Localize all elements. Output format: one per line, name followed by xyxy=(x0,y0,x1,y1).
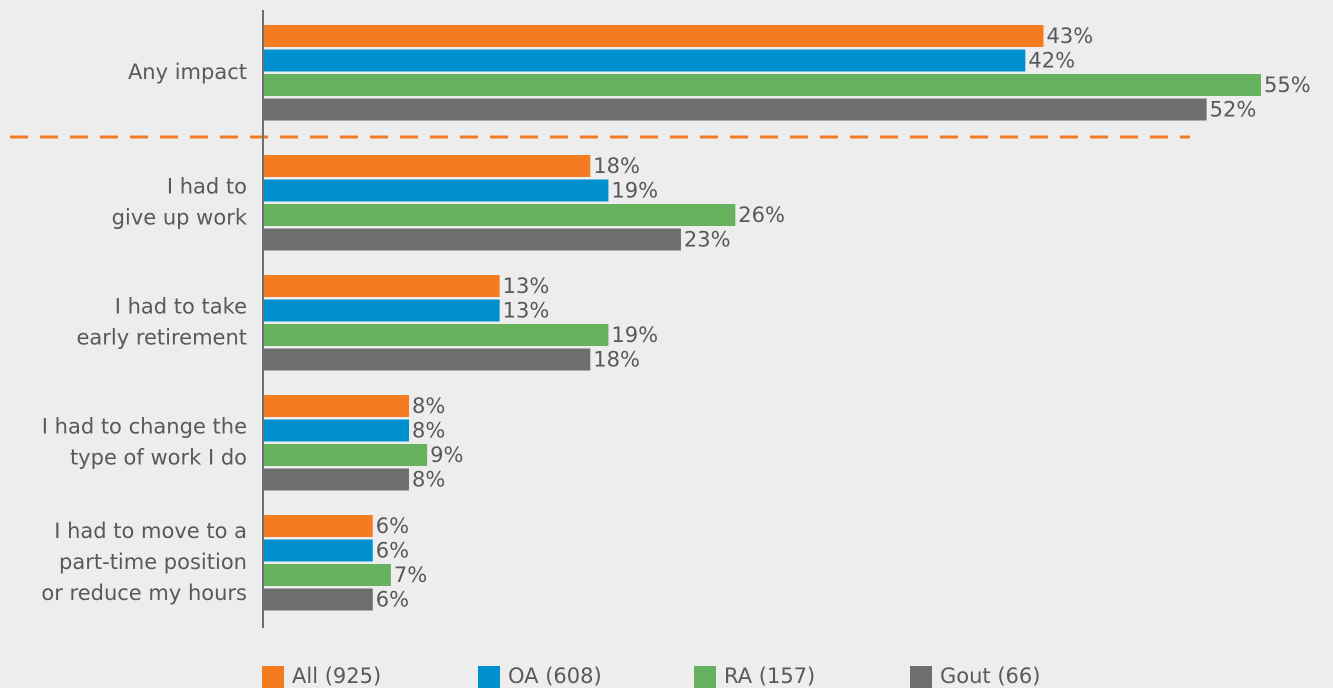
category-label: I had to take xyxy=(115,294,247,318)
category-label: I had to change the xyxy=(42,414,247,438)
value-label: 9% xyxy=(430,443,463,467)
bar xyxy=(264,155,591,177)
value-label: 8% xyxy=(412,394,445,418)
bar xyxy=(264,468,410,491)
value-label: 18% xyxy=(593,154,640,178)
bar xyxy=(264,444,428,466)
category-label: I had to move to a xyxy=(54,519,247,543)
bar xyxy=(264,299,500,322)
value-label: 52% xyxy=(1210,98,1257,122)
legend-label: OA (608) xyxy=(508,664,602,688)
bar xyxy=(264,588,373,611)
bar xyxy=(264,395,410,417)
bar xyxy=(264,324,609,346)
legend-label: All (925) xyxy=(292,664,381,688)
value-label: 13% xyxy=(503,299,550,323)
value-label: 6% xyxy=(376,588,409,612)
value-label: 7% xyxy=(394,563,427,587)
value-label: 19% xyxy=(611,179,658,203)
bar xyxy=(264,25,1044,47)
legend-label: RA (157) xyxy=(724,664,815,688)
bar xyxy=(264,419,410,442)
value-label: 42% xyxy=(1028,49,1075,73)
legend-swatch xyxy=(478,666,500,688)
category-label: type of work I do xyxy=(70,445,247,469)
value-label: 6% xyxy=(376,539,409,563)
bar xyxy=(264,204,736,226)
legend-label: Gout (66) xyxy=(940,664,1040,688)
category-label: or reduce my hours xyxy=(41,581,247,605)
bar xyxy=(264,179,609,202)
bar xyxy=(264,348,591,371)
legend-swatch xyxy=(910,666,932,688)
category-label: Any impact xyxy=(128,60,247,84)
legend-swatch xyxy=(694,666,716,688)
value-label: 6% xyxy=(376,514,409,538)
value-label: 23% xyxy=(684,228,731,252)
value-label: 8% xyxy=(412,468,445,492)
bar xyxy=(264,49,1026,72)
value-label: 19% xyxy=(611,323,658,347)
bar xyxy=(264,515,373,537)
bar xyxy=(264,275,500,297)
value-label: 8% xyxy=(412,419,445,443)
bar xyxy=(264,74,1261,96)
category-label: early retirement xyxy=(76,325,247,349)
category-label: part-time position xyxy=(59,550,247,574)
category-label: give up work xyxy=(112,205,248,229)
bar xyxy=(264,228,681,251)
legend-swatch xyxy=(262,666,284,688)
bar xyxy=(264,98,1207,121)
value-label: 13% xyxy=(503,274,550,298)
value-label: 18% xyxy=(593,348,640,372)
value-label: 55% xyxy=(1264,73,1311,97)
bar xyxy=(264,539,373,562)
value-label: 43% xyxy=(1046,24,1093,48)
category-label: I had to xyxy=(167,174,247,198)
bar xyxy=(264,564,391,586)
value-label: 26% xyxy=(738,203,785,227)
